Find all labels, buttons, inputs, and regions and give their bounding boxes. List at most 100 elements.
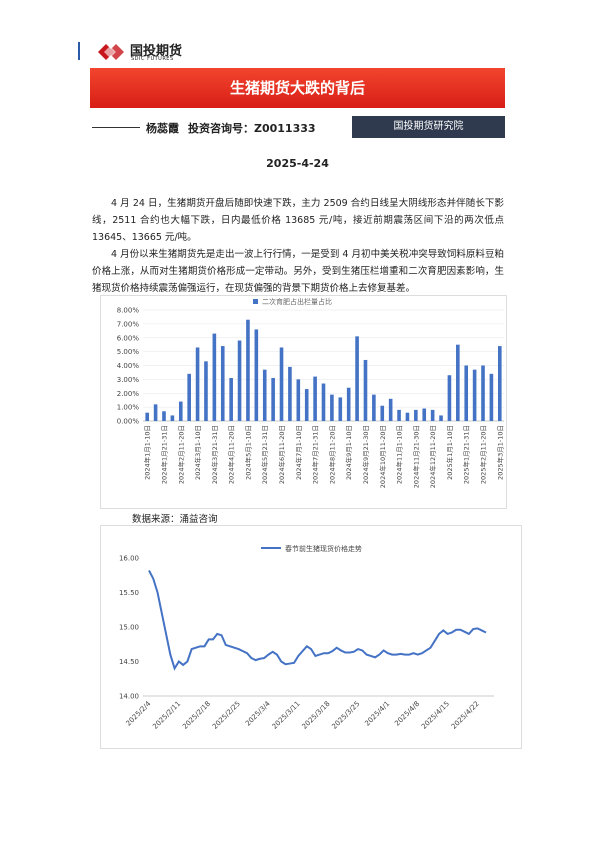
- x-tick-label: 2024年11月21-30日: [411, 425, 420, 488]
- x-tick-label: 2024年3月1-10日: [193, 425, 202, 480]
- x-tick-label: 2024年7月21-31日: [311, 425, 320, 484]
- bar: [254, 329, 259, 421]
- x-tick-label: 2025/3/25: [330, 700, 361, 731]
- bar: [271, 377, 275, 421]
- bar: [330, 394, 334, 421]
- x-tick-label: 2024年9月1-10日: [344, 425, 353, 480]
- legend-label: 二次育肥占出栏量占比: [262, 297, 332, 306]
- y-tick-label: 4.00%: [117, 362, 140, 370]
- x-tick-label: 2025/2/18: [181, 700, 212, 731]
- x-tick-label: 2025年1月21-31日: [462, 425, 471, 484]
- bar: [262, 369, 267, 421]
- y-tick-label: 15.00: [119, 624, 139, 632]
- separator: [92, 127, 140, 128]
- source: 数据来源：涌益咨询: [132, 514, 218, 525]
- line-chart: 14.00 14.50 15.00 15.50 16.00 春节前生猪现货价格走势 2025…: [100, 525, 522, 749]
- bar: [405, 412, 410, 421]
- bar: [447, 375, 452, 421]
- y-tick-label: 5.00%: [117, 348, 140, 356]
- org-box: 国投期货研究院: [352, 116, 505, 138]
- bar: [346, 387, 351, 421]
- x-tick-label: 2025年1月1-10日: [445, 425, 454, 480]
- x-tick-label: 2024年5月21-31日: [260, 425, 269, 484]
- bar: [279, 347, 284, 421]
- bar: [355, 336, 359, 421]
- logo-en: SDIC FUTURES: [131, 56, 174, 62]
- bar: [296, 379, 301, 421]
- bar: [439, 415, 443, 421]
- x-tick-label: 2024年10月11-20日: [378, 425, 387, 488]
- x-tick-label: 2024年9月21-30日: [361, 425, 370, 484]
- bar: [220, 346, 225, 421]
- logo-cn: 国投期货: [130, 44, 183, 59]
- y-tick-label: 15.50: [119, 589, 139, 597]
- x-tick-label: 2025/3/11: [271, 700, 302, 731]
- bar: [338, 397, 343, 421]
- title-banner: 生猪期货大跌的背后: [90, 68, 505, 108]
- bar: [162, 411, 166, 421]
- x-tick-label: 2025年2月11-20日: [479, 425, 488, 484]
- y-tick-label: 0.00%: [117, 418, 140, 426]
- x-tick-label: 2025/4/22: [450, 700, 481, 731]
- x-tick-label: 2024年5月1-10日: [243, 425, 252, 480]
- y-tick-label: 3.00%: [117, 376, 140, 384]
- bar-chart: 0.00% 1.00% 2.00% 3.00% 4.00% 5.00% 6.00% 7.00%…: [100, 295, 507, 509]
- x-tick-label: 2024年6月11-20日: [277, 425, 286, 484]
- x-tick-label: 2024年2月11-20日: [176, 425, 185, 484]
- bar: [498, 346, 502, 421]
- x-tick-label: 2024年11月1-10日: [395, 425, 404, 484]
- y-tick-label: 6.00%: [117, 334, 140, 342]
- bar: [204, 361, 208, 421]
- x-tick-label: 2025/2/11: [151, 700, 182, 731]
- bar: [380, 405, 385, 421]
- legend-swatch: [253, 299, 258, 304]
- bar: [397, 409, 401, 421]
- logo-icon: [98, 44, 124, 60]
- y-tick-label: 14.00: [119, 693, 139, 701]
- paragraph: 4 月 24 日，生猪期货开盘后随即快速下跌，主力 2509 合约日线呈大阴线形…: [92, 198, 504, 243]
- legend-label: 春节前生猪现货价格走势: [285, 544, 362, 553]
- bar: [430, 409, 435, 421]
- x-tick-label: 2025/3/4: [244, 699, 272, 727]
- bar: [481, 365, 485, 421]
- bar: [288, 366, 292, 421]
- bar: [170, 415, 175, 421]
- bar: [187, 373, 191, 421]
- x-tick-label: 2024年1月21-31日: [159, 425, 168, 484]
- date: 2025-4-24: [266, 157, 329, 170]
- x-tick-label: 2025/4/8: [393, 700, 421, 728]
- bar: [388, 398, 393, 421]
- bar: [153, 404, 158, 421]
- bar: [229, 377, 233, 421]
- bar: [145, 412, 149, 421]
- bar: [195, 347, 200, 421]
- x-tick-label: 2024年1月1-10日: [143, 425, 152, 480]
- x-tick-label: 2025/2/4: [125, 699, 153, 727]
- bar: [414, 409, 418, 421]
- title: 生猪期货大跌的背后: [229, 79, 365, 97]
- paragraph: 4 月份以来生猪期货先是走出一波上行行情，一是受到 4 月初中美关税冲突导致饲料…: [92, 249, 504, 294]
- x-tick-label: 2024年8月11-20日: [327, 425, 336, 484]
- y-tick-label: 8.00%: [117, 307, 140, 315]
- bar: [464, 365, 469, 421]
- x-tick-label: 2025/3/18: [301, 700, 332, 731]
- bar: [372, 394, 376, 421]
- x-tick-label: 2024年7月1-10日: [294, 425, 303, 480]
- bar: [178, 401, 183, 421]
- bar: [363, 359, 368, 421]
- x-tick-label: 2025/4/15: [420, 700, 451, 731]
- bar: [472, 369, 477, 421]
- y-tick-label: 2.00%: [117, 390, 140, 398]
- x-tick-label: 2025/2/25: [211, 700, 242, 731]
- y-tick-label: 16.00: [119, 555, 139, 563]
- bar: [456, 344, 460, 421]
- x-tick-label: 2024年12月11-20日: [428, 425, 437, 488]
- org: 国投期货研究院: [393, 121, 464, 132]
- x-tick-label: 2025年3月1-10日: [495, 425, 504, 480]
- x-tick-label: 2024年3月21-31日: [210, 425, 219, 484]
- bar: [246, 319, 250, 421]
- header-bar: [78, 42, 80, 60]
- bar: [237, 340, 242, 421]
- x-tick-label: 2024年4月11-20日: [227, 425, 236, 484]
